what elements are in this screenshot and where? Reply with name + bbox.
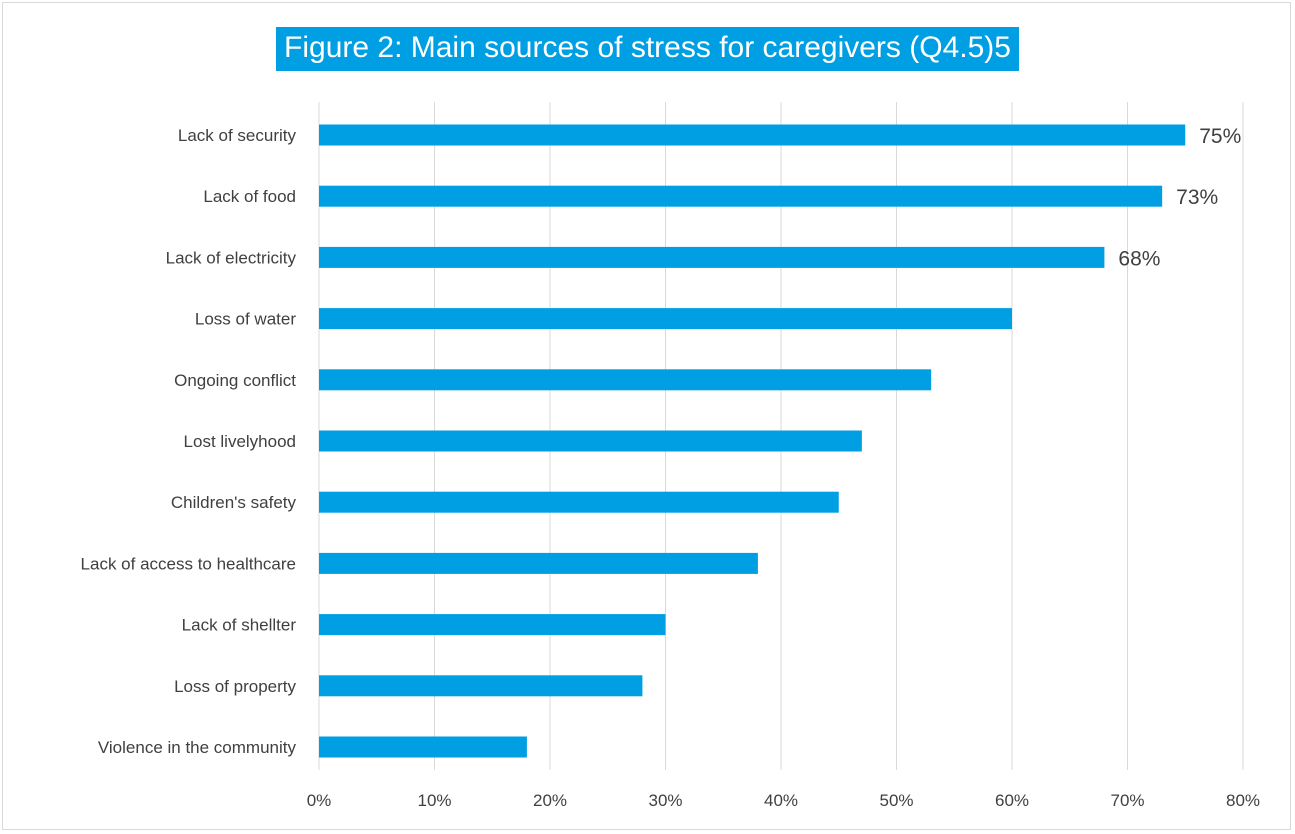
x-tick-label: 30% bbox=[648, 791, 682, 810]
category-label: Lost livelyhood bbox=[184, 432, 296, 451]
title-wrap: Figure 2: Main sources of stress for car… bbox=[0, 27, 1295, 71]
bar bbox=[319, 246, 1105, 268]
x-tick-label: 0% bbox=[307, 791, 332, 810]
bar bbox=[319, 736, 527, 758]
x-tick-label: 20% bbox=[533, 791, 567, 810]
bar bbox=[319, 124, 1186, 146]
category-label: Violence in the community bbox=[98, 738, 297, 757]
category-label: Lack of food bbox=[203, 187, 296, 206]
bar bbox=[319, 430, 862, 452]
x-tick-label: 80% bbox=[1226, 791, 1260, 810]
bar bbox=[319, 675, 643, 697]
x-tick-label: 10% bbox=[417, 791, 451, 810]
category-label: Lack of electricity bbox=[166, 248, 297, 267]
x-tick-label: 50% bbox=[879, 791, 913, 810]
bar bbox=[319, 614, 666, 636]
bar bbox=[319, 552, 758, 574]
x-tick-label: 40% bbox=[764, 791, 798, 810]
category-label: Children's safety bbox=[171, 493, 297, 512]
bar bbox=[319, 369, 932, 391]
category-label: Loss of water bbox=[195, 310, 296, 329]
data-label: 73% bbox=[1176, 186, 1218, 209]
x-tick-label: 60% bbox=[995, 791, 1029, 810]
category-label: Loss of property bbox=[174, 677, 296, 696]
category-label: Lack of security bbox=[178, 126, 297, 145]
category-label: Lack of shellter bbox=[182, 616, 297, 635]
x-tick-label: 70% bbox=[1110, 791, 1144, 810]
bar bbox=[319, 491, 839, 513]
chart-title: Figure 2: Main sources of stress for car… bbox=[276, 27, 1019, 71]
category-label: Ongoing conflict bbox=[174, 371, 296, 390]
data-label: 75% bbox=[1199, 125, 1241, 148]
bar bbox=[319, 185, 1163, 207]
bar bbox=[319, 308, 1012, 330]
data-label: 68% bbox=[1118, 247, 1160, 270]
category-label: Lack of access to healthcare bbox=[81, 554, 296, 573]
